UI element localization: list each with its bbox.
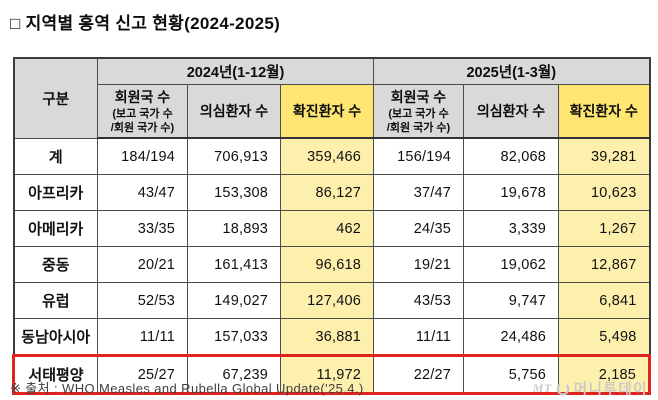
- value-cell: 11/11: [373, 318, 464, 356]
- value-cell: 22/27: [373, 354, 464, 395]
- value-cell: 19,062: [463, 246, 559, 283]
- source-footnote: ※ 출처 : WHO Measles and Rubella Global Up…: [10, 381, 364, 396]
- value-cell: 12,867: [558, 246, 650, 283]
- column-header-members-2024-sub: (보고 국가 수 /회원 국가 수): [110, 108, 175, 134]
- table-row: 서태평양 25/27 67,239 11,972 22/27 5,756 2,185: [12, 354, 651, 395]
- value-cell: 6,841: [558, 282, 650, 319]
- value-cell: 1,267: [558, 210, 650, 247]
- table-body: 계 184/194 706,913 359,466 156/194 82,068 39,28…: [12, 137, 651, 395]
- value-cell: 156/194: [373, 137, 464, 175]
- column-header-members-2025-sub: (보고 국가 수 /회원 국가 수): [386, 108, 451, 134]
- table-row: 동남아시아 11/11 157,033 36,881 11/11 24,486 5,498: [13, 318, 650, 356]
- value-cell: 127,406: [280, 282, 374, 319]
- row-label: 아메리카: [13, 210, 98, 247]
- value-cell: 5,498: [558, 318, 650, 356]
- value-cell: 19,678: [463, 174, 559, 211]
- column-header-category: 구분: [13, 57, 98, 139]
- value-cell: 82,068: [463, 137, 559, 175]
- row-label: 계: [13, 137, 98, 175]
- value-cell: 184/194: [97, 137, 188, 175]
- value-cell: 3,339: [463, 210, 559, 247]
- table-row: 아메리카 33/35 18,893 462 24/35 3,339 1,267: [13, 210, 650, 247]
- column-header-suspected-2024: 의심환자 수: [187, 84, 281, 139]
- column-header-confirmed-2024: 확진환자 수: [280, 84, 374, 139]
- header-column-row: 회원국 수 (보고 국가 수 /회원 국가 수) 의심환자 수 확진환자 수 회…: [14, 84, 650, 139]
- value-cell: 96,618: [280, 246, 374, 283]
- value-cell: 33/35: [97, 210, 188, 247]
- measles-report-table: 구분 2024년(1-12월) 2025년(1-3월) 회원국 수 (보고 국가…: [12, 57, 651, 395]
- value-cell: 43/53: [373, 282, 464, 319]
- value-cell: 149,027: [187, 282, 281, 319]
- row-label: 유럽: [13, 282, 98, 319]
- header-year-row: 구분 2024년(1-12월) 2025년(1-3월): [13, 57, 650, 139]
- column-header-members-2025: 회원국 수 (보고 국가 수 /회원 국가 수): [373, 84, 464, 139]
- table-row: 유럽 52/53 149,027 127,406 43/53 9,747 6,841: [13, 282, 650, 319]
- value-cell: 706,913: [187, 137, 281, 175]
- column-header-members-2024-label: 회원국 수: [114, 89, 171, 106]
- value-cell: 37/47: [373, 174, 464, 211]
- page-title: □ 지역별 홍역 신고 현황(2024-2025): [10, 14, 281, 33]
- column-header-members-2024: 회원국 수 (보고 국가 수 /회원 국가 수): [97, 84, 188, 139]
- value-cell: 24/35: [373, 210, 464, 247]
- value-cell: 52/53: [97, 282, 188, 319]
- value-cell: 2,185: [558, 354, 651, 395]
- value-cell: 36,881: [280, 318, 374, 356]
- value-cell: 10,623: [558, 174, 650, 211]
- value-cell: 19/21: [373, 246, 464, 283]
- table-row: 중동 20/21 161,413 96,618 19/21 19,062 12,867: [13, 246, 650, 283]
- value-cell: 462: [280, 210, 374, 247]
- value-cell: 11,972: [280, 354, 374, 395]
- value-cell: 9,747: [463, 282, 559, 319]
- table-row: 계 184/194 706,913 359,466 156/194 82,068 39,28…: [13, 137, 650, 175]
- value-cell: 18,893: [187, 210, 281, 247]
- value-cell: 153,308: [187, 174, 281, 211]
- value-cell: 157,033: [187, 318, 281, 356]
- column-group-2025: 2025년(1-3월): [373, 57, 650, 85]
- value-cell: 24,486: [463, 318, 559, 356]
- table-row: 아프리카 43/47 153,308 86,127 37/47 19,678 10,623: [13, 174, 650, 211]
- row-label: 동남아시아: [13, 318, 98, 356]
- mt-logo-icon: [556, 382, 570, 396]
- mt-logo-text: MT: [532, 381, 552, 395]
- value-cell: 86,127: [280, 174, 374, 211]
- row-label: 아프리카: [13, 174, 98, 211]
- column-header-members-2025-label: 회원국 수: [390, 89, 447, 106]
- moneytoday-logo-name: 머니투데이: [573, 382, 648, 398]
- column-header-confirmed-2025: 확진환자 수: [558, 84, 650, 139]
- value-cell: 20/21: [97, 246, 188, 283]
- value-cell: 39,281: [558, 137, 650, 175]
- value-cell: 5,756: [463, 354, 559, 395]
- value-cell: 43/47: [97, 174, 188, 211]
- column-header-suspected-2025: 의심환자 수: [463, 84, 559, 139]
- value-cell: 161,413: [187, 246, 281, 283]
- value-cell: 359,466: [280, 137, 374, 175]
- row-label: 서태평양: [12, 354, 98, 395]
- value-cell: 25/27: [97, 354, 188, 395]
- row-label: 중동: [13, 246, 98, 283]
- moneytoday-logo: MT 머니투데이: [533, 378, 648, 399]
- value-cell: 11/11: [97, 318, 188, 356]
- column-group-2024: 2024년(1-12월): [97, 57, 374, 85]
